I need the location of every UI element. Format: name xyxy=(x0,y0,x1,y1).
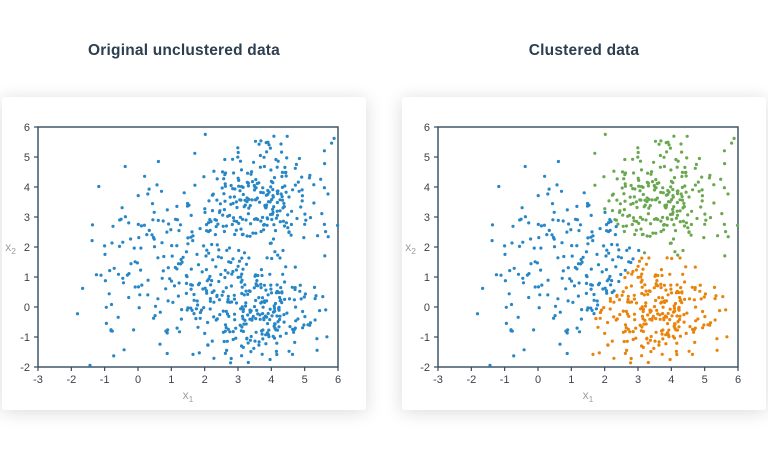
svg-text:2: 2 xyxy=(602,374,608,386)
svg-text:x1: x1 xyxy=(583,388,594,404)
svg-text:-3: -3 xyxy=(33,374,43,386)
svg-text:2: 2 xyxy=(202,374,208,386)
svg-text:x1: x1 xyxy=(183,388,194,404)
svg-text:4: 4 xyxy=(424,182,430,194)
svg-text:4: 4 xyxy=(668,374,674,386)
svg-text:0: 0 xyxy=(135,374,141,386)
svg-text:5: 5 xyxy=(702,374,708,386)
svg-text:6: 6 xyxy=(735,374,741,386)
svg-text:1: 1 xyxy=(568,374,574,386)
svg-text:-1: -1 xyxy=(20,332,30,344)
svg-text:5: 5 xyxy=(302,374,308,386)
svg-text:0: 0 xyxy=(24,302,30,314)
svg-text:3: 3 xyxy=(424,212,430,224)
svg-text:-1: -1 xyxy=(420,332,430,344)
svg-text:0: 0 xyxy=(424,302,430,314)
svg-text:-1: -1 xyxy=(100,374,110,386)
svg-text:0: 0 xyxy=(535,374,541,386)
right-plot-title: Clustered data xyxy=(528,42,640,59)
svg-text:x2: x2 xyxy=(405,240,416,256)
left-plot-title: Original unclustered data xyxy=(88,42,280,59)
svg-text:6: 6 xyxy=(24,122,30,134)
svg-text:5: 5 xyxy=(24,152,30,164)
svg-text:6: 6 xyxy=(424,122,430,134)
svg-text:5: 5 xyxy=(424,152,430,164)
svg-text:3: 3 xyxy=(235,374,241,386)
svg-text:2: 2 xyxy=(424,242,430,254)
svg-text:4: 4 xyxy=(24,182,30,194)
svg-text:-2: -2 xyxy=(66,374,76,386)
svg-text:6: 6 xyxy=(335,374,341,386)
svg-text:-3: -3 xyxy=(433,374,443,386)
svg-text:1: 1 xyxy=(24,272,30,284)
svg-text:1: 1 xyxy=(424,272,430,284)
svg-text:3: 3 xyxy=(635,374,641,386)
right-plot-card: -3 -2 -1 0 1 2 3 4 5 6 -2 -1 0 1 2 3 4 5 6 x1 x2 xyxy=(402,97,766,410)
left-plot-card: -3 -2 -1 0 1 2 3 4 5 6 -2 -1 0 1 2 3 4 5 6 x1 x2 xyxy=(2,97,366,410)
svg-text:1: 1 xyxy=(168,374,174,386)
svg-text:-2: -2 xyxy=(420,362,430,374)
svg-text:-1: -1 xyxy=(500,374,510,386)
svg-text:2: 2 xyxy=(24,242,30,254)
svg-text:4: 4 xyxy=(268,374,274,386)
svg-text:3: 3 xyxy=(24,212,30,224)
svg-text:x2: x2 xyxy=(5,240,16,256)
svg-text:-2: -2 xyxy=(466,374,476,386)
svg-text:-2: -2 xyxy=(20,362,30,374)
